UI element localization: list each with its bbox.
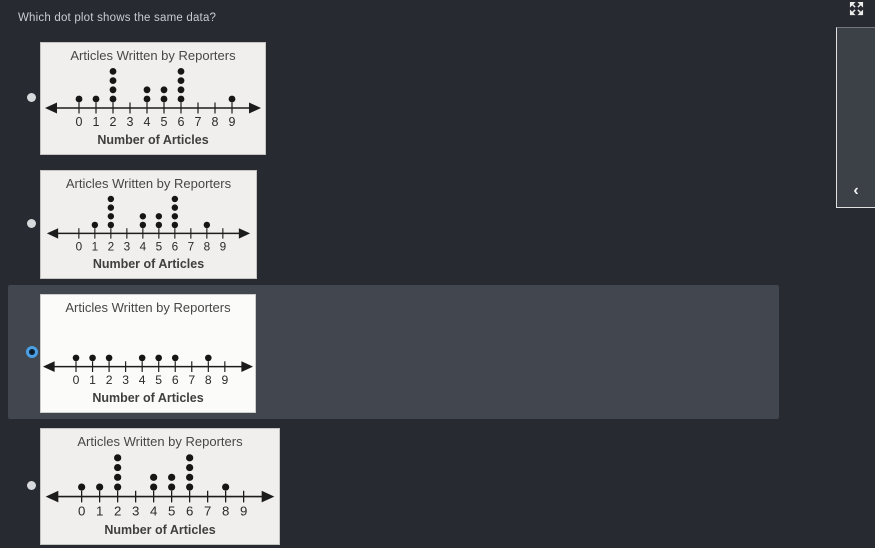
answer-radio-3[interactable] [26, 346, 38, 358]
svg-text:8: 8 [222, 504, 229, 519]
svg-text:2: 2 [110, 115, 117, 129]
svg-text:4: 4 [140, 240, 147, 253]
svg-text:7: 7 [204, 504, 211, 519]
svg-text:6: 6 [172, 240, 179, 253]
svg-text:5: 5 [155, 373, 162, 387]
svg-text:1: 1 [92, 240, 99, 253]
chevron-left-icon: ‹ [853, 182, 859, 199]
svg-text:7: 7 [188, 373, 195, 387]
plot-xlabel: Number of Articles [92, 391, 204, 405]
svg-text:3: 3 [122, 373, 129, 387]
svg-text:0: 0 [78, 504, 85, 519]
svg-text:2: 2 [106, 373, 113, 387]
svg-text:4: 4 [144, 115, 151, 129]
svg-text:5: 5 [156, 240, 163, 253]
plot-xlabel: Number of Articles [104, 523, 216, 537]
collapse-panel-button[interactable]: ‹ [845, 181, 867, 201]
svg-text:6: 6 [186, 504, 193, 519]
svg-text:3: 3 [124, 240, 131, 253]
svg-text:1: 1 [89, 373, 96, 387]
side-panel: ‹ [836, 27, 875, 208]
plot-title: Articles Written by Reporters [65, 300, 231, 315]
expand-arrows-icon [849, 1, 864, 16]
svg-text:9: 9 [229, 115, 236, 129]
plot-title: Articles Written by Reporters [77, 434, 243, 449]
answer-radio-4[interactable] [27, 481, 36, 490]
svg-text:0: 0 [73, 373, 80, 387]
svg-text:9: 9 [240, 504, 247, 519]
svg-text:1: 1 [93, 115, 100, 129]
svg-text:7: 7 [195, 115, 202, 129]
svg-text:5: 5 [168, 504, 175, 519]
svg-text:1: 1 [96, 504, 103, 519]
svg-text:4: 4 [150, 504, 157, 519]
svg-text:5: 5 [161, 115, 168, 129]
answer-radio-2[interactable] [27, 219, 36, 228]
plot-title: Articles Written by Reporters [70, 48, 236, 63]
svg-text:4: 4 [139, 373, 146, 387]
svg-text:3: 3 [132, 504, 139, 519]
plot-xlabel: Number of Articles [97, 133, 209, 147]
fullscreen-button[interactable] [844, 0, 868, 17]
svg-text:3: 3 [127, 115, 134, 129]
svg-text:8: 8 [204, 240, 211, 253]
question-text: Which dot plot shows the same data? [18, 12, 217, 24]
svg-text:2: 2 [114, 504, 121, 519]
svg-text:2: 2 [108, 240, 115, 253]
svg-text:0: 0 [76, 115, 83, 129]
svg-text:6: 6 [178, 115, 185, 129]
plot-xlabel: Number of Articles [92, 257, 205, 271]
svg-text:9: 9 [220, 240, 227, 253]
plot-title: Articles Written by Reporters [65, 176, 232, 191]
svg-text:7: 7 [188, 240, 195, 253]
svg-text:6: 6 [172, 373, 179, 387]
svg-text:9: 9 [221, 373, 228, 387]
answer-radio-1[interactable] [27, 93, 36, 102]
svg-text:8: 8 [205, 373, 212, 387]
svg-text:0: 0 [76, 240, 83, 253]
svg-text:8: 8 [212, 115, 219, 129]
